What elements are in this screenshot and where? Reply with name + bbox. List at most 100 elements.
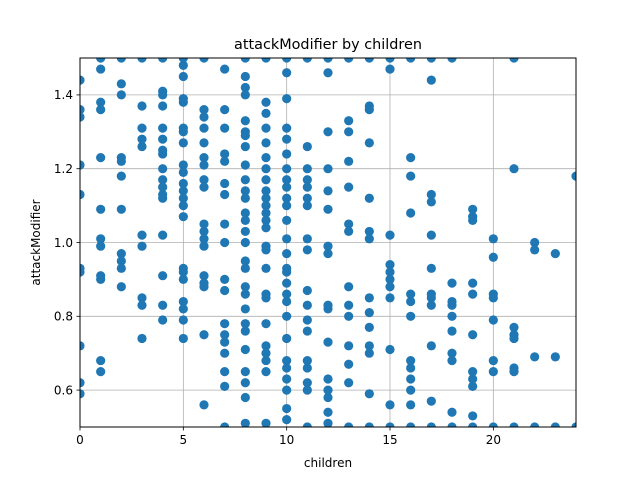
data-point — [488, 252, 498, 262]
data-point — [488, 367, 498, 377]
data-point — [282, 385, 292, 395]
data-point — [261, 215, 271, 225]
data-point — [80, 267, 85, 277]
data-point — [323, 304, 333, 314]
data-point — [178, 97, 188, 107]
data-point — [116, 204, 126, 214]
data-point — [116, 282, 126, 292]
data-point — [344, 127, 354, 137]
data-point — [550, 422, 560, 427]
data-point — [385, 422, 395, 427]
data-point — [447, 407, 457, 417]
data-point — [199, 123, 209, 133]
data-point — [158, 58, 168, 63]
data-point — [240, 90, 250, 100]
data-point — [302, 245, 312, 255]
data-point — [199, 330, 209, 340]
x-tick-label: 5 — [180, 433, 188, 447]
data-point — [364, 322, 374, 332]
data-point — [530, 245, 540, 255]
data-point — [406, 208, 416, 218]
data-point — [364, 58, 374, 63]
data-point — [178, 267, 188, 277]
data-point — [426, 197, 436, 207]
data-point — [158, 149, 168, 159]
data-point — [426, 58, 436, 63]
data-point — [199, 219, 209, 229]
data-point — [530, 352, 540, 362]
data-point — [158, 164, 168, 174]
data-point — [282, 296, 292, 307]
data-point — [323, 164, 333, 174]
data-point — [137, 293, 147, 303]
data-point — [364, 308, 374, 318]
x-tick-label: 15 — [382, 433, 397, 447]
data-point — [137, 230, 147, 240]
data-point — [426, 341, 436, 351]
data-point — [302, 422, 312, 427]
data-point — [323, 241, 333, 251]
data-point — [364, 348, 374, 358]
data-point — [344, 219, 354, 229]
data-point — [488, 422, 498, 427]
data-point — [468, 422, 478, 427]
data-point — [364, 226, 374, 237]
data-point — [80, 378, 85, 388]
data-point — [220, 285, 230, 296]
data-point — [116, 248, 126, 259]
data-point — [220, 149, 230, 159]
data-point — [178, 315, 188, 325]
data-point — [199, 175, 209, 185]
data-point — [426, 75, 436, 85]
data-point — [406, 355, 416, 366]
data-point — [261, 293, 271, 303]
data-point — [282, 267, 292, 277]
y-tick-label: 1.2 — [54, 162, 73, 176]
data-point — [282, 311, 292, 321]
data-point — [178, 186, 188, 196]
data-point — [96, 105, 106, 115]
data-point — [178, 304, 188, 314]
data-point — [240, 82, 250, 93]
data-point — [261, 123, 271, 133]
data-point — [240, 256, 250, 266]
data-point — [199, 153, 209, 163]
data-point — [468, 411, 478, 421]
data-point — [96, 241, 106, 251]
data-point — [116, 256, 126, 266]
data-point — [364, 341, 374, 351]
data-point — [406, 289, 416, 299]
data-point — [240, 160, 250, 170]
y-tick-label: 1.0 — [54, 236, 73, 250]
data-point — [261, 138, 271, 148]
data-point — [158, 300, 168, 310]
data-point — [199, 112, 209, 122]
data-point — [323, 248, 333, 259]
data-point — [240, 282, 250, 292]
data-point — [385, 64, 395, 74]
data-point — [137, 134, 147, 144]
data-point — [302, 201, 312, 211]
data-point — [178, 296, 188, 307]
data-point — [240, 215, 250, 225]
data-point — [282, 58, 292, 63]
data-point — [447, 422, 457, 427]
data-point — [282, 201, 292, 211]
data-point — [550, 352, 560, 362]
data-point — [261, 348, 271, 358]
data-point — [302, 234, 312, 244]
data-point — [468, 374, 478, 384]
data-point — [96, 234, 106, 244]
data-point — [426, 263, 436, 273]
data-point — [199, 105, 209, 115]
data-point — [178, 71, 188, 82]
data-point — [158, 90, 168, 100]
data-point — [80, 105, 85, 115]
data-point — [199, 160, 209, 170]
data-point — [468, 381, 478, 392]
data-point — [240, 58, 250, 63]
data-point — [323, 374, 333, 384]
data-point — [220, 274, 230, 284]
data-point — [240, 367, 250, 377]
data-point — [282, 123, 292, 133]
